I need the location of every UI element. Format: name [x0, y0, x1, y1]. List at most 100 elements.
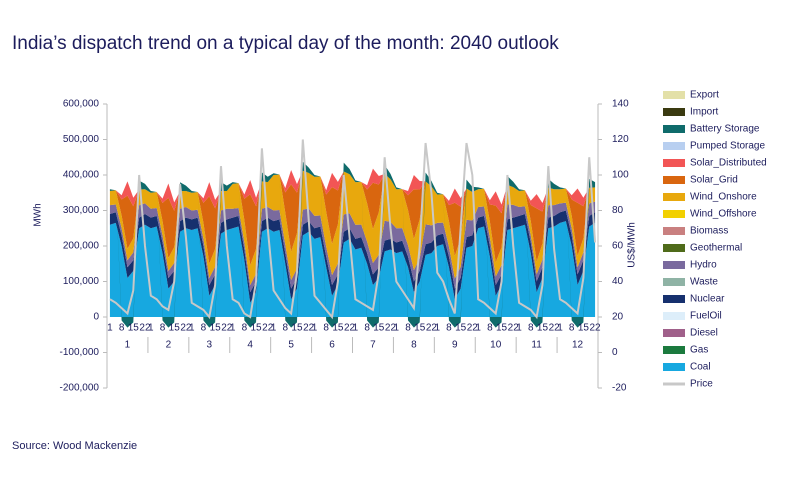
x-tick-label: 15 — [537, 323, 549, 334]
x-tick-label: 1 — [434, 323, 440, 334]
x-tick-label: 22 — [139, 323, 151, 334]
x-tick-label: 22 — [426, 323, 438, 334]
legend-swatch — [663, 244, 685, 252]
x-tick-label: 1 — [107, 323, 113, 334]
y2-axis-label: US$/MWh — [627, 222, 638, 268]
x-tick-label: 8 — [446, 323, 452, 334]
y2-tick-label: 120 — [612, 134, 629, 145]
x-tick-label: 8 — [119, 323, 125, 334]
month-label: 4 — [247, 340, 253, 351]
x-tick-label: 1 — [353, 323, 359, 334]
legend-swatch — [663, 159, 685, 167]
x-tick-label: 15 — [291, 323, 303, 334]
month-label: 2 — [166, 340, 172, 351]
legend-swatch — [663, 312, 685, 320]
legend-label: Nuclear — [690, 294, 725, 305]
x-tick-label: 8 — [160, 323, 166, 334]
month-label: 6 — [329, 340, 335, 351]
x-tick-label: 15 — [332, 323, 344, 334]
month-label: 9 — [452, 340, 458, 351]
area — [109, 170, 596, 266]
x-tick-label: 22 — [549, 323, 561, 334]
x-tick-label: 15 — [455, 323, 467, 334]
legend-swatch — [663, 210, 685, 218]
y2-tick-label: 20 — [612, 312, 624, 323]
y-tick-label: 400,000 — [63, 170, 100, 181]
x-tick-label: 8 — [528, 323, 534, 334]
legend-label: Diesel — [690, 328, 718, 339]
y-tick-label: 100,000 — [63, 276, 100, 287]
month-label: 8 — [411, 340, 417, 351]
x-tick-label: 1 — [271, 323, 277, 334]
x-tick-label: 8 — [569, 323, 575, 334]
x-tick-label: 15 — [210, 323, 222, 334]
month-label: 11 — [531, 340, 542, 351]
month-label: 10 — [490, 340, 502, 351]
legend-label: FuelOil — [690, 311, 722, 322]
area — [109, 168, 596, 214]
legend-label: Export — [690, 90, 719, 101]
y2-tick-label: 0 — [612, 347, 618, 358]
month-label: 12 — [572, 340, 584, 351]
x-tick-label: 15 — [373, 323, 385, 334]
x-tick-label: 22 — [590, 323, 602, 334]
x-tick-label: 8 — [323, 323, 329, 334]
legend-label: Biomass — [690, 226, 728, 237]
legend-swatch — [663, 142, 685, 150]
x-tick-label: 8 — [282, 323, 288, 334]
y-tick-label: 0 — [93, 312, 99, 323]
legend-label: Gas — [690, 345, 708, 356]
x-tick-label: 15 — [128, 323, 140, 334]
legend-label: Waste — [690, 277, 718, 288]
x-tick-label: 22 — [262, 323, 274, 334]
chart-title: India’s dispatch trend on a typical day … — [12, 33, 559, 54]
x-tick-label: 1 — [516, 323, 522, 334]
y-tick-label: 200,000 — [63, 241, 100, 252]
legend-label: Import — [690, 107, 719, 118]
x-tick-label: 15 — [414, 323, 426, 334]
y2-tick-label: 40 — [612, 276, 624, 287]
legend-label: Wind_Onshore — [690, 192, 757, 203]
legend-swatch — [663, 108, 685, 116]
legend-label: Hydro — [690, 260, 717, 271]
legend-label: Price — [690, 379, 713, 390]
x-tick-label: 1 — [148, 323, 154, 334]
legend-label: Wind_Offshore — [690, 209, 757, 220]
x-tick-label: 22 — [303, 323, 315, 334]
x-tick-label: 1 — [312, 323, 318, 334]
y-tick-label: 300,000 — [63, 205, 100, 216]
x-tick-label: 1 — [230, 323, 236, 334]
legend-label: Solar_Grid — [690, 175, 738, 186]
x-tick-label: 22 — [344, 323, 356, 334]
legend-swatch — [663, 363, 685, 371]
y-tick-label: -100,000 — [60, 347, 100, 358]
x-tick-label: 15 — [250, 323, 262, 334]
x-tick-label: 22 — [385, 323, 397, 334]
month-label: 7 — [370, 340, 376, 351]
price-line — [109, 139, 597, 320]
x-tick-label: 8 — [242, 323, 248, 334]
legend-swatch — [663, 329, 685, 337]
x-tick-label: 22 — [221, 323, 233, 334]
legend-label: Battery Storage — [690, 124, 760, 135]
legend-swatch — [663, 295, 685, 303]
legend-swatch — [663, 346, 685, 354]
x-tick-label: 8 — [487, 323, 493, 334]
x-tick-label: 22 — [467, 323, 479, 334]
y2-tick-label: 100 — [612, 170, 629, 181]
y-tick-label: 500,000 — [63, 134, 100, 145]
y-axis-label: MWh — [33, 203, 44, 226]
x-tick-label: 15 — [169, 323, 181, 334]
x-tick-label: 1 — [475, 323, 481, 334]
legend-label: Coal — [690, 362, 711, 373]
x-tick-label: 8 — [364, 323, 370, 334]
area — [109, 210, 596, 303]
y2-tick-label: 60 — [612, 241, 624, 252]
x-tick-label: 22 — [508, 323, 520, 334]
legend-swatch — [663, 91, 685, 99]
legend-swatch — [663, 193, 685, 201]
x-tick-label: 15 — [496, 323, 508, 334]
month-label: 5 — [288, 340, 294, 351]
legend-swatch — [663, 176, 685, 184]
